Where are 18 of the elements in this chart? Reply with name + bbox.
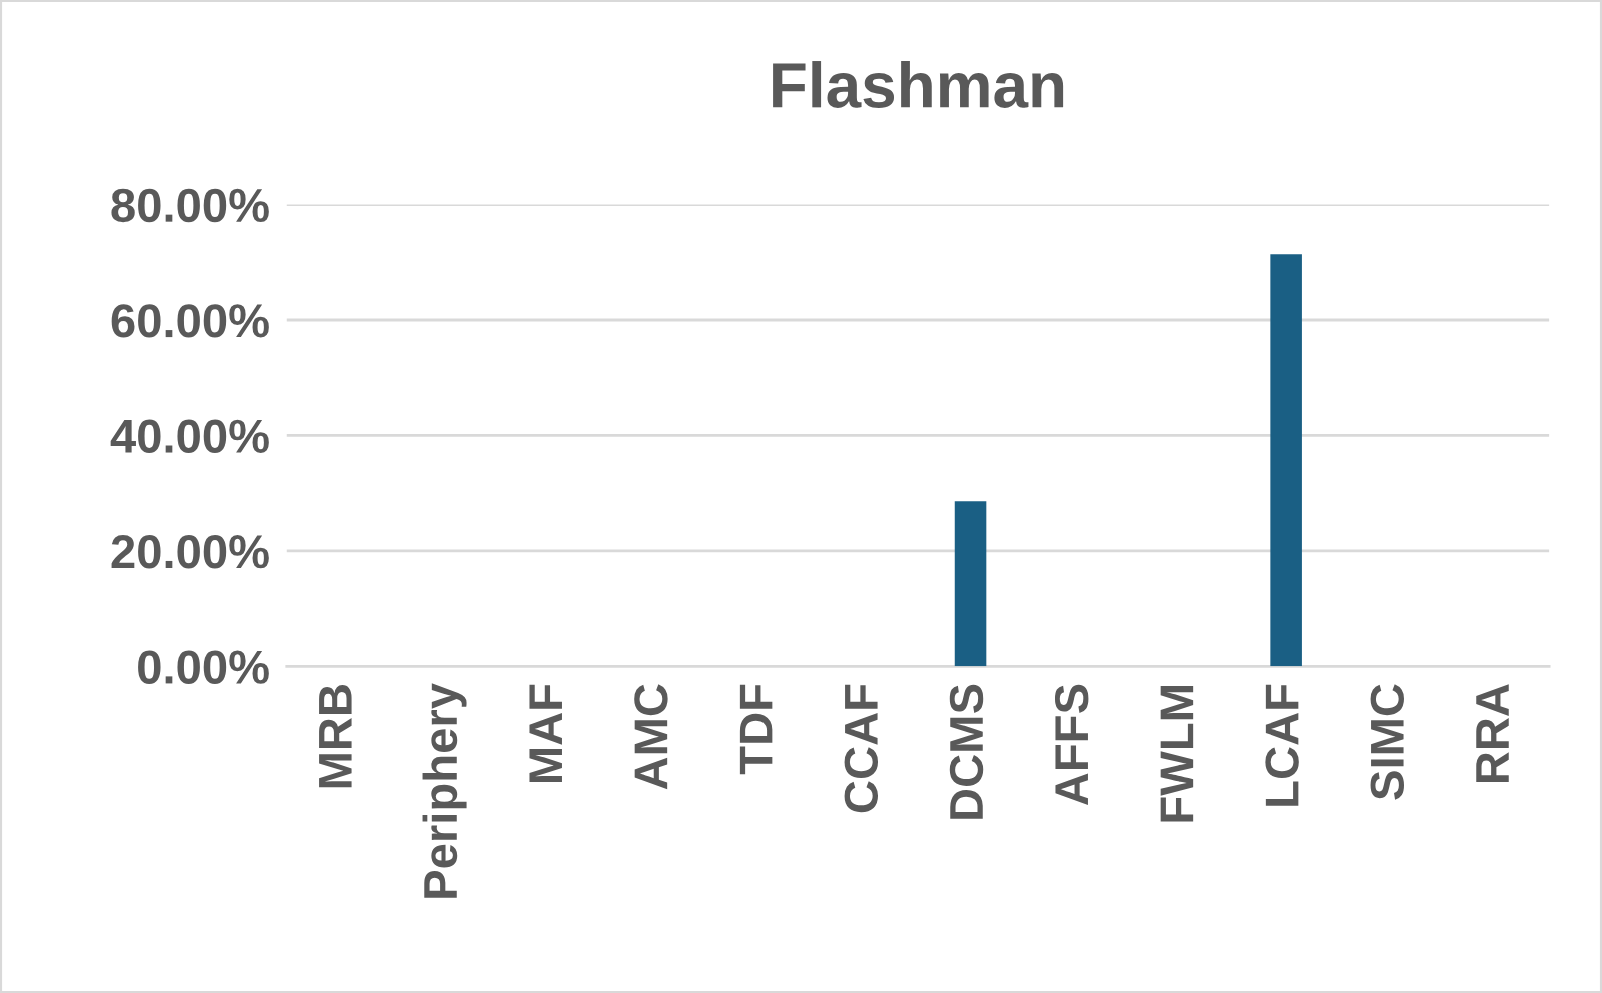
x-tick-label: CCAF [844,684,879,813]
x-tick-label: RRA [1476,684,1509,783]
x-tick-label: DCMS [949,684,984,819]
x-tick-label: MRB [319,685,352,788]
y-tick-label: 60.00% [111,304,269,338]
y-tick-label: 40.00% [110,419,269,454]
y-tick-label: 0.00% [138,650,269,684]
x-tick-label: MAF [529,684,562,783]
y-tick-label: 80.00% [111,188,269,223]
x-tick-label: TDF [739,684,773,775]
chart-title: Flashman [773,61,1064,108]
x-tick-label: SIMC [1370,684,1405,800]
x-tick-label: Periphery [422,683,467,898]
x-tick-label: AFFS [1054,684,1089,806]
x-tick-label: FWLM [1160,686,1194,822]
y-tick-label: 20.00% [111,535,269,569]
x-tick-label: LCAF [1265,684,1299,806]
x-tick-label: AMC [634,684,668,790]
